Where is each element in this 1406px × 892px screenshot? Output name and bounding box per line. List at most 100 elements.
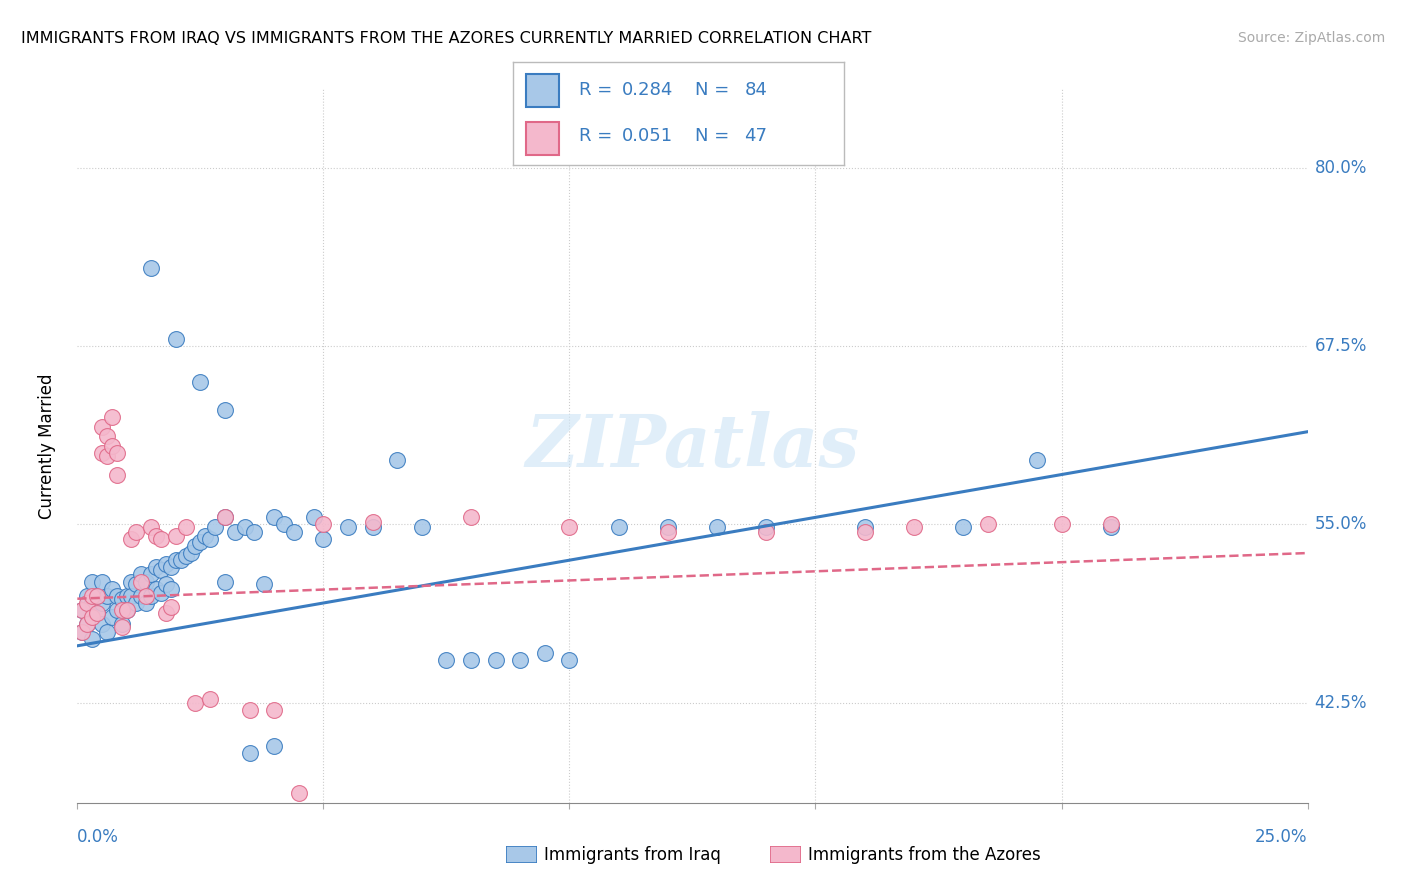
Point [385,453,409,467]
Point [214,403,236,417]
Point [233,520,256,534]
Point [121,574,143,589]
Point [607,520,630,534]
Point [70,624,93,639]
Point [76,596,98,610]
Point [283,524,305,539]
Point [853,524,876,539]
Point [76,589,98,603]
Point [361,515,384,529]
Text: IMMIGRANTS FROM IRAQ VS IMMIGRANTS FROM THE AZORES CURRENTLY MARRIED CORRELATION: IMMIGRANTS FROM IRAQ VS IMMIGRANTS FROM … [21,31,872,46]
Point [312,517,335,532]
Point [361,520,384,534]
Point [263,739,285,753]
Point [115,603,138,617]
Point [86,589,108,603]
Text: 0.0%: 0.0% [77,828,120,846]
Point [509,653,531,667]
Point [90,617,114,632]
Text: 84: 84 [745,81,768,99]
Point [155,577,177,591]
Point [460,653,482,667]
Point [76,617,98,632]
Text: Immigrants from Iraq: Immigrants from Iraq [544,846,721,863]
Point [70,603,93,617]
Point [214,574,236,589]
Point [160,600,183,615]
Point [115,603,138,617]
Point [302,510,325,524]
Text: Immigrants from the Azores: Immigrants from the Azores [808,846,1042,863]
Point [755,524,778,539]
Text: 0.284: 0.284 [623,81,673,99]
Point [101,610,124,624]
Point [174,520,197,534]
Point [96,624,118,639]
Point [96,449,118,463]
Point [121,589,143,603]
Point [82,610,104,624]
Point [174,549,197,563]
Point [70,603,93,617]
Point [141,260,163,275]
Y-axis label: Currently Married: Currently Married [38,373,56,519]
Text: 67.5%: 67.5% [1315,337,1367,355]
Point [101,439,124,453]
Point [214,510,236,524]
Point [263,703,285,717]
Text: N =: N = [695,81,735,99]
Point [204,520,226,534]
Point [558,520,581,534]
Text: Source: ZipAtlas.com: Source: ZipAtlas.com [1237,31,1385,45]
Text: 42.5%: 42.5% [1315,694,1367,712]
Point [141,520,163,534]
Point [90,596,114,610]
Bar [526,74,560,106]
Text: ZIPatlas: ZIPatlas [526,410,859,482]
Point [184,539,207,553]
Point [82,594,104,608]
Point [180,546,202,560]
Point [165,529,187,543]
Point [952,520,974,534]
Text: N =: N = [695,128,735,145]
Point [1099,517,1122,532]
Point [111,617,132,632]
Point [141,589,163,603]
Point [105,589,128,603]
Point [977,517,1000,532]
Point [853,520,876,534]
Point [135,589,157,603]
Point [160,560,183,574]
Point [200,691,222,706]
Point [105,603,128,617]
Point [184,696,207,710]
Point [263,510,285,524]
Point [155,558,177,572]
Point [200,532,222,546]
Point [194,529,217,543]
Point [170,553,193,567]
Point [121,532,143,546]
Point [188,375,212,389]
Text: 47: 47 [745,128,768,145]
Point [115,589,138,603]
Point [657,520,679,534]
Point [534,646,557,660]
Point [165,332,187,346]
Bar [526,122,560,155]
Point [165,553,187,567]
Point [105,467,128,482]
Point [155,606,177,620]
Text: R =: R = [579,128,619,145]
Point [485,653,508,667]
Text: 25.0%: 25.0% [1256,828,1308,846]
Point [145,582,167,596]
Point [111,620,132,634]
Point [86,589,108,603]
Point [82,574,104,589]
Point [755,520,778,534]
Point [82,589,104,603]
Point [558,653,581,667]
Point [111,603,132,617]
